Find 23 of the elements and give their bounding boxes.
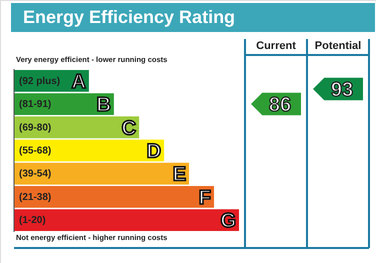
text: Potential xyxy=(314,40,362,52)
annotation: D xyxy=(146,140,162,162)
bar xyxy=(14,209,239,231)
annotation: B xyxy=(96,94,111,116)
y-tick-label: (21-38) xyxy=(19,192,52,203)
text: 93 xyxy=(330,79,354,101)
y-tick-label: (81-91) xyxy=(19,99,52,110)
bar xyxy=(14,162,190,185)
annotation: F xyxy=(198,186,212,209)
annotation: G xyxy=(220,210,236,232)
chart-title: Energy Efficiency Rating xyxy=(23,7,236,27)
y-tick-label: (92 plus) xyxy=(19,76,60,87)
y-tick-label: (55-68) xyxy=(19,146,52,156)
y-tick-label: (1-20) xyxy=(19,215,46,226)
bar xyxy=(14,140,164,162)
y-tick-label: (39-54) xyxy=(19,168,52,180)
text: 86 xyxy=(268,94,292,116)
annotation: E xyxy=(172,164,186,186)
text: Current xyxy=(256,40,296,52)
annotation: C xyxy=(122,117,136,140)
bar xyxy=(14,186,214,208)
y-tick-label: (69-80) xyxy=(19,122,52,134)
annotation: A xyxy=(71,70,86,93)
